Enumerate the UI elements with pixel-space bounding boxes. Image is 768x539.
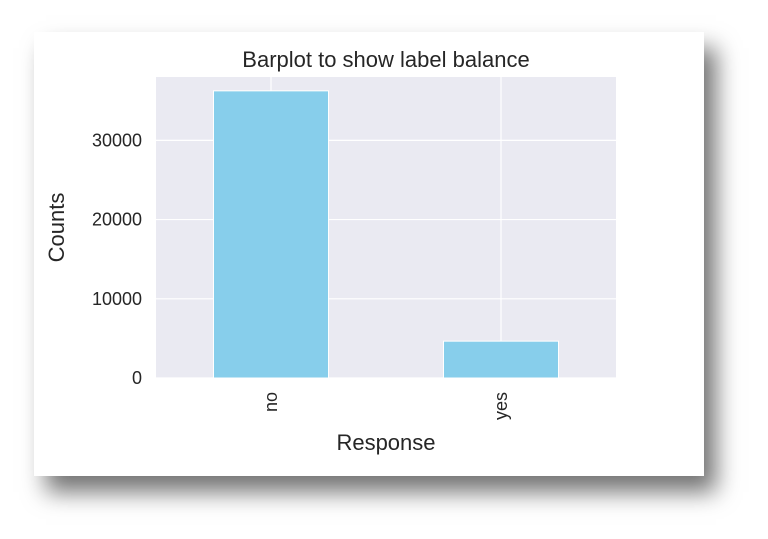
chart-card: 0 10000 20000 30000 no yes Barplot to show l… bbox=[34, 32, 704, 476]
x-tick-labels: no yes bbox=[261, 392, 511, 420]
x-tick-label-yes: yes bbox=[491, 392, 511, 420]
chart-title: Barplot to show label balance bbox=[242, 47, 529, 72]
bar-chart: 0 10000 20000 30000 no yes Barplot to show l… bbox=[44, 47, 616, 455]
bar-no bbox=[213, 90, 329, 379]
y-axis-label: Counts bbox=[44, 193, 69, 263]
y-tick-label-30000: 30000 bbox=[92, 130, 142, 150]
y-tick-label-10000: 10000 bbox=[92, 289, 142, 309]
x-tick-label-no: no bbox=[261, 392, 281, 412]
bar-yes bbox=[443, 340, 559, 379]
y-tick-labels: 0 10000 20000 30000 bbox=[92, 130, 142, 388]
x-axis-label: Response bbox=[336, 430, 435, 455]
bars bbox=[213, 90, 559, 379]
y-tick-label-0: 0 bbox=[132, 368, 142, 388]
y-tick-label-20000: 20000 bbox=[92, 210, 142, 230]
